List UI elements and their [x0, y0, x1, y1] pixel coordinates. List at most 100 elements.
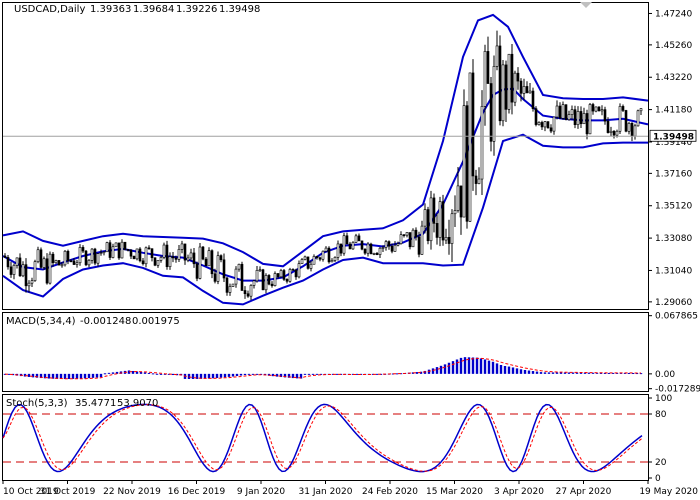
macd-bar: [31, 373, 35, 378]
macd-bar: [579, 372, 583, 374]
candle-body: [135, 248, 139, 260]
macd-bar: [431, 368, 435, 374]
macd-bar: [175, 373, 179, 376]
candle-body: [342, 235, 346, 254]
candle-body: [528, 90, 532, 94]
candle-body: [408, 232, 412, 248]
macd-bar: [139, 371, 143, 374]
macd-bar: [475, 357, 479, 374]
candle-body: [294, 269, 298, 278]
candle-body: [549, 127, 553, 132]
candle-body: [3, 255, 7, 258]
candle-body: [45, 258, 49, 284]
candle-body: [144, 247, 148, 265]
candle-body: [318, 257, 322, 260]
candle-body: [51, 253, 55, 264]
candle-body: [498, 45, 502, 122]
price-panel-frame: [2, 2, 649, 310]
candle-body: [543, 121, 547, 128]
stochastic-lines: [2, 403, 648, 473]
macd-bar: [79, 373, 83, 379]
macd-bar: [83, 373, 87, 379]
candle-body: [516, 72, 520, 82]
macd-bar: [163, 373, 167, 375]
price-tick-label: 1.33080: [655, 234, 692, 244]
candle-body: [42, 258, 46, 268]
macd-bar: [251, 373, 255, 375]
stoch-tick-label: 0: [655, 474, 661, 484]
candle-body: [273, 273, 277, 286]
bollinger-lower-band: [2, 133, 648, 306]
ohlc-high: 1.39684: [133, 4, 174, 15]
candle-body: [87, 260, 91, 266]
candle-body: [264, 275, 268, 291]
candle-body: [603, 109, 607, 122]
candle-body: [336, 243, 340, 258]
candle-body: [552, 116, 556, 132]
macd-bar: [555, 372, 559, 374]
candle-body: [216, 255, 220, 282]
candle-body: [48, 253, 52, 284]
macd-bar: [247, 373, 251, 375]
candle-body: [420, 225, 424, 255]
macd-bar: [235, 373, 239, 377]
chart-shift-icon[interactable]: [580, 2, 592, 8]
candle-body: [303, 256, 307, 260]
candle-body: [198, 246, 202, 279]
macd-bar: [623, 372, 627, 374]
candle-body: [495, 45, 499, 67]
candle-body: [99, 252, 103, 254]
candle-body: [558, 105, 562, 119]
ohlc-close: 1.39498: [219, 4, 260, 15]
macd-bar: [95, 373, 99, 378]
macd-bar: [495, 363, 499, 374]
candle-body: [75, 262, 79, 265]
candle-body: [396, 243, 400, 246]
candle-body: [540, 122, 544, 128]
candle-body: [288, 269, 292, 282]
candle-body: [471, 72, 475, 177]
price-tick-label: 1.39140: [655, 138, 692, 148]
macd-bar: [127, 370, 131, 374]
candle-body: [240, 263, 244, 291]
macd-bar: [203, 373, 207, 379]
candle-body: [204, 258, 208, 267]
macd-axis: 0.067865 0.00 -0.017289: [648, 312, 700, 395]
candle-body: [315, 256, 319, 259]
candle-body: [186, 257, 190, 261]
macd-bar: [479, 358, 483, 374]
macd-bar: [87, 373, 91, 379]
candle-body: [438, 201, 442, 238]
last-price-box: [649, 129, 697, 142]
macd-bar: [439, 365, 443, 374]
candle-body: [462, 105, 466, 218]
candle-body: [507, 53, 511, 110]
macd-bar: [611, 372, 615, 374]
candle-body: [246, 293, 250, 297]
candle-body: [333, 257, 337, 261]
time-tick-label: 31 Oct 2019: [40, 487, 96, 497]
candle-body: [423, 209, 427, 227]
candle-body: [429, 197, 433, 242]
candle-body: [600, 109, 604, 112]
macd-bar: [43, 373, 47, 379]
macd-title: MACD(5,34,4): [6, 316, 76, 327]
macd-bar: [459, 357, 463, 374]
candle-body: [399, 234, 403, 244]
candle-body: [90, 248, 94, 261]
candle-body: [489, 83, 493, 142]
price-tick-label: 1.37160: [655, 169, 692, 179]
price-tick-label: 1.35120: [655, 202, 692, 212]
candle-body: [117, 242, 121, 259]
price-tick-label: 1.29060: [655, 298, 692, 308]
candle-body: [588, 104, 592, 135]
candle-body: [162, 244, 166, 258]
candle-body: [633, 125, 637, 137]
time-tick-label: 16 Dec 2019: [168, 487, 226, 497]
candle-body: [510, 53, 514, 103]
candle-body: [378, 247, 382, 255]
candle-body: [537, 122, 541, 125]
macd-bar: [607, 372, 611, 374]
